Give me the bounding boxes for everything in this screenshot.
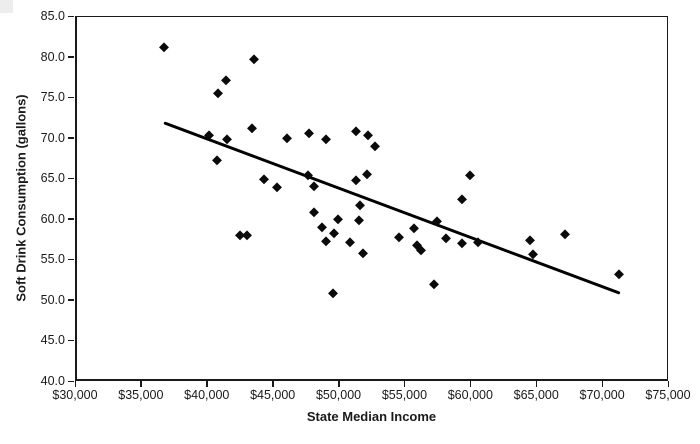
x-tick-label: $30,000 <box>52 388 98 402</box>
corner-artifact <box>0 0 13 13</box>
x-tick-label: $45,000 <box>250 388 296 402</box>
y-axis-tick <box>68 15 74 17</box>
trendline <box>163 121 621 295</box>
y-tick-label: 85.0 <box>40 9 65 23</box>
x-axis-tick <box>338 381 340 387</box>
x-axis-title: State Median Income <box>306 409 437 424</box>
y-tick-label: 45.0 <box>40 333 65 348</box>
y-axis-tick <box>68 258 74 261</box>
y-axis-tick <box>68 339 74 342</box>
x-axis-tick <box>272 381 274 387</box>
x-tick-label: $35,000 <box>118 388 164 402</box>
x-axis-tick <box>601 381 604 387</box>
x-tick-label: $75,000 <box>645 388 691 402</box>
x-axis-tick <box>206 381 208 387</box>
x-tick-label: $60,000 <box>447 388 493 402</box>
y-axis-tick <box>68 56 74 58</box>
y-tick-label: 40.0 <box>40 374 65 388</box>
y-tick-label: 65.0 <box>40 171 65 186</box>
y-tick-label: 70.0 <box>40 130 65 145</box>
x-axis-tick <box>535 381 538 387</box>
y-tick-label: 60.0 <box>40 211 65 226</box>
x-tick-label: $55,000 <box>381 388 428 402</box>
x-axis-tick <box>667 381 669 387</box>
x-axis-tick <box>403 381 406 387</box>
y-axis-tick <box>68 218 74 220</box>
x-axis-tick <box>74 381 76 387</box>
plot-area <box>75 16 668 381</box>
y-axis-tick <box>68 380 74 382</box>
y-tick-label: 75.0 <box>40 90 65 105</box>
y-tick-label: 50.0 <box>40 292 65 307</box>
y-axis-tick <box>68 299 74 301</box>
x-tick-label: $40,000 <box>184 388 230 402</box>
x-axis-tick <box>469 381 472 387</box>
y-axis-tick <box>68 137 74 139</box>
x-tick-label: $50,000 <box>315 388 362 402</box>
x-axis-tick <box>140 381 142 387</box>
x-tick-label: $70,000 <box>579 388 625 402</box>
y-tick-label: 80.0 <box>40 49 65 64</box>
y-tick-label: 55.0 <box>40 252 65 267</box>
y-axis-tick <box>68 96 74 99</box>
y-axis-title: Soft Drink Consumption (gallons) <box>13 94 29 302</box>
x-tick-label: $65,000 <box>513 388 559 402</box>
y-axis-tick <box>68 177 74 180</box>
